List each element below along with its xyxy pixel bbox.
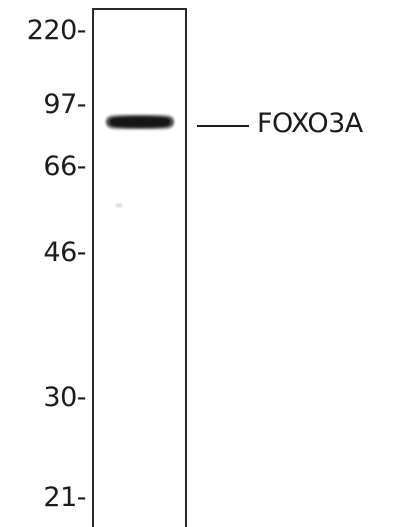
band-pointer-line (197, 125, 249, 127)
marker-label-30: 30- (43, 382, 86, 413)
marker-label-46: 46- (43, 237, 86, 268)
marker-label-220: 220- (26, 15, 87, 46)
band-label: FOXO3A (257, 108, 363, 139)
marker-label-21: 21- (43, 482, 86, 513)
marker-label-97: 97- (43, 89, 86, 120)
gel-lane (92, 8, 187, 527)
protein-band-core (110, 118, 170, 126)
background-speck (116, 204, 122, 207)
marker-label-66: 66- (43, 151, 86, 182)
